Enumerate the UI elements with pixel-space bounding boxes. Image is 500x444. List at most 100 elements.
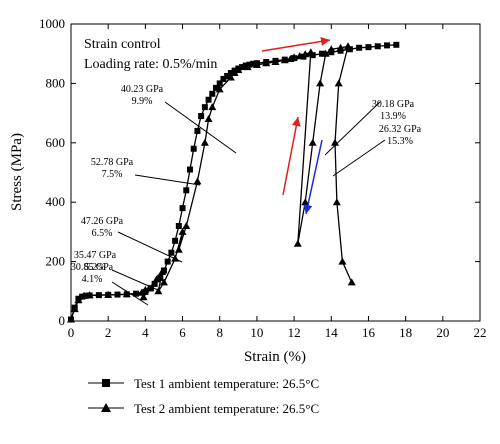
annotation-leader	[117, 231, 183, 263]
data-point-triangle	[293, 239, 302, 247]
annotation-strain: 9.9%	[132, 96, 153, 107]
data-point-triangle	[321, 49, 330, 57]
data-point-square	[246, 61, 253, 68]
data-point-square	[179, 205, 186, 212]
data-point-triangle	[338, 257, 347, 265]
x-tick-label: 2	[105, 325, 112, 340]
y-tick-label: 0	[59, 313, 66, 328]
data-point-triangle	[234, 66, 243, 74]
data-point-triangle	[104, 290, 113, 298]
data-point-square	[164, 258, 171, 265]
series-line	[70, 45, 353, 320]
data-point-triangle	[139, 293, 148, 301]
data-point-square	[250, 60, 257, 67]
series-1	[68, 41, 400, 323]
data-point-square	[194, 127, 201, 134]
x-tick-label: 6	[179, 325, 186, 340]
data-point-triangle	[159, 278, 168, 286]
data-point-square	[157, 274, 164, 281]
data-point-square	[209, 90, 216, 97]
annotation-modulus: 30.85 GPa	[71, 262, 114, 273]
x-tick-label: 20	[436, 325, 449, 340]
x-tick-label: 8	[216, 325, 223, 340]
series-line	[70, 44, 397, 320]
data-point-square	[318, 50, 325, 57]
x-axis-title: Strain (%)	[244, 349, 306, 365]
data-point-triangle	[334, 79, 343, 87]
data-point-square	[384, 42, 391, 49]
y-tick-label: 400	[46, 194, 66, 209]
annotation-strain: 4.1%	[82, 274, 103, 285]
data-point-triangle	[67, 315, 75, 323]
data-point-triangle	[301, 50, 310, 58]
data-point-triangle	[347, 278, 356, 286]
plot-frame	[70, 23, 481, 322]
data-point-triangle	[336, 43, 345, 51]
data-point-triangle	[122, 290, 131, 298]
annotation-leader	[111, 269, 159, 291]
red-arrow-top	[261, 36, 331, 52]
annotation-strain: 5.2%	[85, 262, 106, 273]
data-point-triangle	[208, 103, 217, 111]
data-point-square	[160, 267, 167, 274]
legend-marker-test1	[102, 379, 110, 387]
data-point-triangle	[332, 198, 341, 206]
data-point-square	[393, 41, 400, 48]
data-point-square	[224, 72, 231, 79]
annotation-leader	[164, 101, 237, 154]
data-point-square	[227, 70, 234, 77]
x-tick-label: 16	[362, 325, 376, 340]
red-arrow-loading	[282, 116, 301, 196]
data-point-triangle	[178, 227, 187, 235]
data-point-triangle	[215, 85, 224, 93]
info-line-1: Strain control	[84, 37, 161, 52]
data-point-triangle	[262, 59, 271, 67]
data-point-triangle	[230, 69, 239, 77]
x-tick-label: 12	[288, 325, 301, 340]
data-point-square	[201, 104, 208, 111]
data-point-triangle	[327, 45, 336, 53]
data-point-triangle	[152, 275, 161, 283]
data-point-triangle	[226, 73, 235, 81]
blue-arrow-unloading	[303, 139, 323, 215]
data-point-square	[172, 237, 179, 244]
data-point-square	[213, 84, 220, 91]
data-point-square	[220, 75, 227, 82]
data-point-triangle	[271, 58, 280, 66]
data-point-square	[239, 64, 246, 71]
data-point-triangle	[252, 60, 261, 68]
data-point-triangle	[316, 79, 325, 87]
legend-marker-test2	[101, 403, 111, 412]
data-point-square	[186, 166, 193, 173]
y-axis-title: Stress (MPa)	[9, 133, 25, 211]
data-point-triangle	[344, 42, 353, 50]
annotation-modulus: 26.32 GPa	[379, 124, 422, 135]
annotation-modulus: 52.78 GPa	[91, 157, 134, 168]
data-point-square	[190, 145, 197, 152]
series-layer	[67, 41, 400, 323]
y-tick-label: 600	[46, 135, 66, 150]
annotation-leader	[134, 174, 201, 186]
legend-label-test1: Test 1 ambient temperature: 26.5°C	[134, 376, 319, 391]
x-tick-label: 10	[250, 325, 263, 340]
data-point-square	[205, 96, 212, 103]
y-tick-label: 1000	[39, 16, 65, 31]
y-tick-label: 800	[46, 75, 66, 90]
data-point-square	[216, 80, 223, 87]
data-point-square	[198, 113, 205, 120]
series-2	[67, 42, 356, 323]
data-point-triangle	[158, 267, 167, 275]
data-point-triangle	[174, 245, 183, 253]
data-point-triangle	[85, 291, 94, 299]
data-point-square	[151, 280, 158, 287]
data-point-square	[168, 249, 175, 256]
annotation-leader	[324, 101, 381, 156]
data-point-triangle	[80, 291, 89, 299]
x-tick-label: 18	[399, 325, 412, 340]
legend: Test 1 ambient temperature: 26.5°C Test …	[88, 376, 319, 416]
data-point-triangle	[286, 55, 295, 63]
